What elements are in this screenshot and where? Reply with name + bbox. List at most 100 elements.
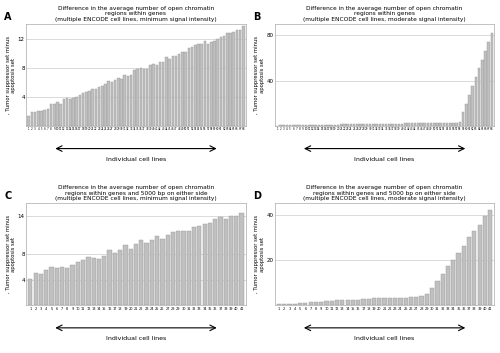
Bar [188, 48, 190, 126]
Bar [117, 78, 119, 126]
Bar [404, 124, 406, 126]
Bar [330, 125, 333, 126]
Bar [172, 56, 174, 126]
Bar [382, 298, 386, 305]
Bar [85, 92, 87, 126]
Bar [289, 125, 292, 126]
Bar [319, 302, 324, 305]
Bar [200, 44, 203, 126]
Bar [298, 304, 302, 305]
Bar [136, 69, 139, 126]
Bar [194, 45, 196, 126]
Bar [442, 123, 445, 126]
Bar [337, 125, 340, 126]
Bar [229, 216, 233, 305]
Bar [472, 86, 474, 126]
Bar [240, 213, 244, 305]
Bar [239, 30, 242, 126]
Bar [318, 125, 320, 126]
Bar [186, 231, 191, 305]
Bar [94, 89, 97, 126]
Bar [218, 217, 222, 305]
Bar [282, 304, 286, 305]
Bar [324, 301, 328, 305]
Bar [50, 267, 54, 305]
Bar [378, 124, 381, 126]
Bar [124, 76, 126, 126]
Bar [488, 210, 492, 305]
Bar [417, 123, 420, 126]
Bar [60, 267, 64, 305]
Bar [160, 239, 164, 305]
Bar [401, 124, 404, 126]
Text: B: B [253, 12, 260, 22]
Bar [388, 124, 390, 126]
Bar [312, 125, 314, 126]
Bar [340, 125, 342, 126]
Bar [382, 124, 384, 126]
Bar [462, 246, 466, 305]
Bar [30, 112, 33, 126]
Bar [335, 300, 339, 305]
Bar [420, 297, 424, 305]
Bar [242, 26, 244, 126]
Bar [292, 304, 297, 305]
Text: Individual cell lines: Individual cell lines [354, 336, 414, 341]
Bar [124, 245, 128, 305]
Bar [404, 298, 408, 305]
Bar [162, 62, 164, 126]
Bar [433, 123, 436, 126]
Bar [197, 226, 202, 305]
Bar [81, 259, 86, 305]
Bar [324, 125, 326, 126]
Bar [484, 51, 487, 126]
Bar [146, 68, 148, 126]
Bar [366, 299, 371, 305]
Title: Difference in the average number of open chromatin
regions within genes and 5000: Difference in the average number of open… [55, 185, 217, 202]
Title: Difference in the average number of open chromatin
regions within genes
(multipl: Difference in the average number of open… [55, 6, 217, 22]
Text: D: D [253, 191, 261, 201]
Bar [462, 112, 464, 126]
Bar [468, 95, 470, 126]
Bar [213, 41, 216, 126]
Bar [344, 125, 346, 126]
Bar [350, 124, 352, 126]
Bar [176, 231, 180, 305]
Bar [236, 30, 238, 126]
Bar [140, 68, 142, 126]
Bar [304, 303, 308, 305]
Bar [362, 124, 365, 126]
Bar [392, 124, 394, 126]
Bar [181, 52, 184, 126]
Bar [346, 124, 349, 126]
Bar [305, 125, 308, 126]
Bar [282, 125, 285, 126]
Bar [34, 112, 36, 126]
Bar [436, 281, 440, 305]
Bar [98, 87, 100, 126]
Bar [314, 302, 318, 305]
Bar [142, 69, 146, 126]
Bar [465, 104, 468, 126]
Bar [229, 34, 232, 126]
Bar [366, 124, 368, 126]
Bar [393, 298, 398, 305]
Bar [82, 93, 84, 126]
Bar [165, 57, 168, 126]
Bar [112, 253, 117, 305]
Bar [202, 224, 207, 305]
Bar [72, 98, 75, 126]
Bar [226, 33, 228, 126]
Bar [420, 123, 422, 126]
Bar [70, 265, 74, 305]
Bar [192, 227, 196, 305]
Bar [314, 125, 317, 126]
Bar [101, 86, 103, 126]
Bar [204, 41, 206, 126]
Bar [86, 257, 90, 305]
Bar [66, 98, 68, 126]
Bar [171, 232, 175, 305]
Y-axis label: , Tumor suppressor set minus
apoptosis set: , Tumor suppressor set minus apoptosis s… [254, 215, 265, 293]
Bar [385, 124, 388, 126]
Bar [104, 84, 107, 126]
